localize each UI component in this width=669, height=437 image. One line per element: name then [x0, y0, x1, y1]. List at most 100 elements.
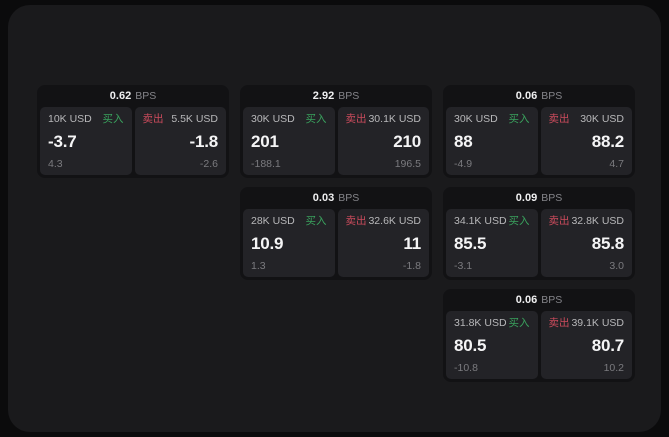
bps-value: 0.03	[312, 192, 335, 204]
sell-tile[interactable]: 卖出 32.6K USD 11 -1.8	[337, 209, 429, 277]
sell-tile[interactable]: 卖出 32.8K USD 85.8 3.0	[540, 209, 632, 277]
card-header: 0.62 BPS	[40, 85, 226, 107]
buy-button[interactable]: 买入	[508, 317, 530, 329]
sell-tile-top: 卖出 5.5K USD	[143, 114, 219, 125]
bps-unit-label: BPS	[541, 90, 563, 102]
buy-amount: 31.8K USD	[454, 317, 507, 329]
sell-amount: 5.5K USD	[171, 113, 218, 125]
bps-value: 0.09	[515, 192, 538, 204]
buy-amount: 10K USD	[48, 113, 92, 125]
sell-tile-top: 卖出 30.1K USD	[346, 114, 422, 125]
quote-cards-grid: 0.62 BPS 10K USD 买入 -3.7 4.3 卖出 5.5K USD…	[37, 85, 635, 382]
sell-price: 210	[393, 132, 421, 151]
buy-amount: 28K USD	[251, 215, 295, 227]
bps-unit-label: BPS	[338, 90, 360, 102]
sell-button[interactable]: 卖出	[548, 215, 570, 227]
sell-price: 85.8	[591, 234, 624, 253]
sell-delta: 196.5	[394, 157, 421, 170]
sell-amount: 32.8K USD	[571, 215, 624, 227]
sell-tile[interactable]: 卖出 39.1K USD 80.7 10.2	[540, 311, 632, 379]
sell-price: 88.2	[591, 132, 624, 151]
sell-delta: 4.7	[609, 157, 624, 170]
sell-delta: -2.6	[199, 157, 218, 170]
bps-unit-label: BPS	[338, 192, 360, 204]
card-body: 30K USD 买入 88 -4.9 卖出 30K USD 88.2 4.7	[446, 107, 632, 175]
buy-amount: 30K USD	[454, 113, 498, 125]
buy-delta: -10.8	[454, 361, 478, 374]
sell-button[interactable]: 卖出	[345, 113, 367, 125]
card-body: 30K USD 买入 201 -188.1 卖出 30.1K USD 210 1…	[243, 107, 429, 175]
buy-price: 201	[251, 132, 279, 151]
bps-unit-label: BPS	[135, 90, 157, 102]
sell-tile[interactable]: 卖出 5.5K USD -1.8 -2.6	[134, 107, 226, 175]
quote-card: 0.03 BPS 28K USD 买入 10.9 1.3 卖出 32.6K US…	[240, 187, 432, 280]
buy-button[interactable]: 买入	[102, 113, 124, 125]
buy-price: 80.5	[454, 336, 487, 355]
buy-tile[interactable]: 31.8K USD 买入 80.5 -10.8	[446, 311, 538, 379]
sell-delta: -1.8	[402, 259, 421, 272]
buy-delta: 1.3	[251, 259, 266, 272]
bps-value: 0.06	[515, 294, 538, 306]
sell-amount: 30.1K USD	[368, 113, 421, 125]
card-header: 0.06 BPS	[446, 85, 632, 107]
quote-card: 0.06 BPS 30K USD 买入 88 -4.9 卖出 30K USD 8…	[443, 85, 635, 178]
buy-amount: 34.1K USD	[454, 215, 507, 227]
card-header: 0.06 BPS	[446, 289, 632, 311]
sell-price: -1.8	[189, 132, 219, 151]
quote-card: 2.92 BPS 30K USD 买入 201 -188.1 卖出 30.1K …	[240, 85, 432, 178]
buy-tile[interactable]: 30K USD 买入 88 -4.9	[446, 107, 538, 175]
sell-tile[interactable]: 卖出 30K USD 88.2 4.7	[540, 107, 632, 175]
card-header: 0.03 BPS	[243, 187, 429, 209]
quote-card: 0.06 BPS 31.8K USD 买入 80.5 -10.8 卖出 39.1…	[443, 289, 635, 382]
sell-tile[interactable]: 卖出 30.1K USD 210 196.5	[337, 107, 429, 175]
sell-tile-top: 卖出 39.1K USD	[549, 318, 625, 329]
card-header: 0.09 BPS	[446, 187, 632, 209]
buy-price: -3.7	[48, 132, 77, 151]
card-body: 10K USD 买入 -3.7 4.3 卖出 5.5K USD -1.8 -2.…	[40, 107, 226, 175]
buy-tile[interactable]: 28K USD 买入 10.9 1.3	[243, 209, 335, 277]
buy-tile-top: 30K USD 买入	[454, 114, 530, 125]
card-header: 2.92 BPS	[243, 85, 429, 107]
sell-button[interactable]: 卖出	[548, 113, 570, 125]
buy-tile-top: 30K USD 买入	[251, 114, 327, 125]
buy-price: 88	[454, 132, 473, 151]
sell-button[interactable]: 卖出	[142, 113, 164, 125]
buy-tile-top: 31.8K USD 买入	[454, 318, 530, 329]
sell-button[interactable]: 卖出	[345, 215, 367, 227]
bps-value: 0.62	[109, 90, 132, 102]
bps-unit-label: BPS	[541, 192, 563, 204]
buy-button[interactable]: 买入	[508, 215, 530, 227]
buy-tile[interactable]: 30K USD 买入 201 -188.1	[243, 107, 335, 175]
buy-delta: -4.9	[454, 157, 473, 170]
buy-price: 85.5	[454, 234, 487, 253]
card-body: 34.1K USD 买入 85.5 -3.1 卖出 32.8K USD 85.8…	[446, 209, 632, 277]
buy-delta: -188.1	[251, 157, 281, 170]
buy-button[interactable]: 买入	[305, 215, 327, 227]
bps-unit-label: BPS	[541, 294, 563, 306]
sell-delta: 10.2	[603, 361, 624, 374]
buy-tile[interactable]: 34.1K USD 买入 85.5 -3.1	[446, 209, 538, 277]
buy-tile-top: 10K USD 买入	[48, 114, 124, 125]
buy-tile-top: 28K USD 买入	[251, 216, 327, 227]
quote-card: 0.09 BPS 34.1K USD 买入 85.5 -3.1 卖出 32.8K…	[443, 187, 635, 280]
buy-amount: 30K USD	[251, 113, 295, 125]
sell-amount: 30K USD	[580, 113, 624, 125]
bps-value: 0.06	[515, 90, 538, 102]
sell-price: 80.7	[591, 336, 624, 355]
card-body: 31.8K USD 买入 80.5 -10.8 卖出 39.1K USD 80.…	[446, 311, 632, 379]
buy-price: 10.9	[251, 234, 284, 253]
sell-tile-top: 卖出 30K USD	[549, 114, 625, 125]
sell-button[interactable]: 卖出	[548, 317, 570, 329]
buy-delta: -3.1	[454, 259, 473, 272]
sell-price: 11	[403, 234, 421, 253]
bps-value: 2.92	[312, 90, 335, 102]
sell-amount: 32.6K USD	[368, 215, 421, 227]
buy-delta: 4.3	[48, 157, 63, 170]
buy-tile[interactable]: 10K USD 买入 -3.7 4.3	[40, 107, 132, 175]
buy-button[interactable]: 买入	[305, 113, 327, 125]
buy-button[interactable]: 买入	[508, 113, 530, 125]
sell-amount: 39.1K USD	[571, 317, 624, 329]
buy-tile-top: 34.1K USD 买入	[454, 216, 530, 227]
sell-tile-top: 卖出 32.6K USD	[346, 216, 422, 227]
sell-delta: 3.0	[609, 259, 624, 272]
